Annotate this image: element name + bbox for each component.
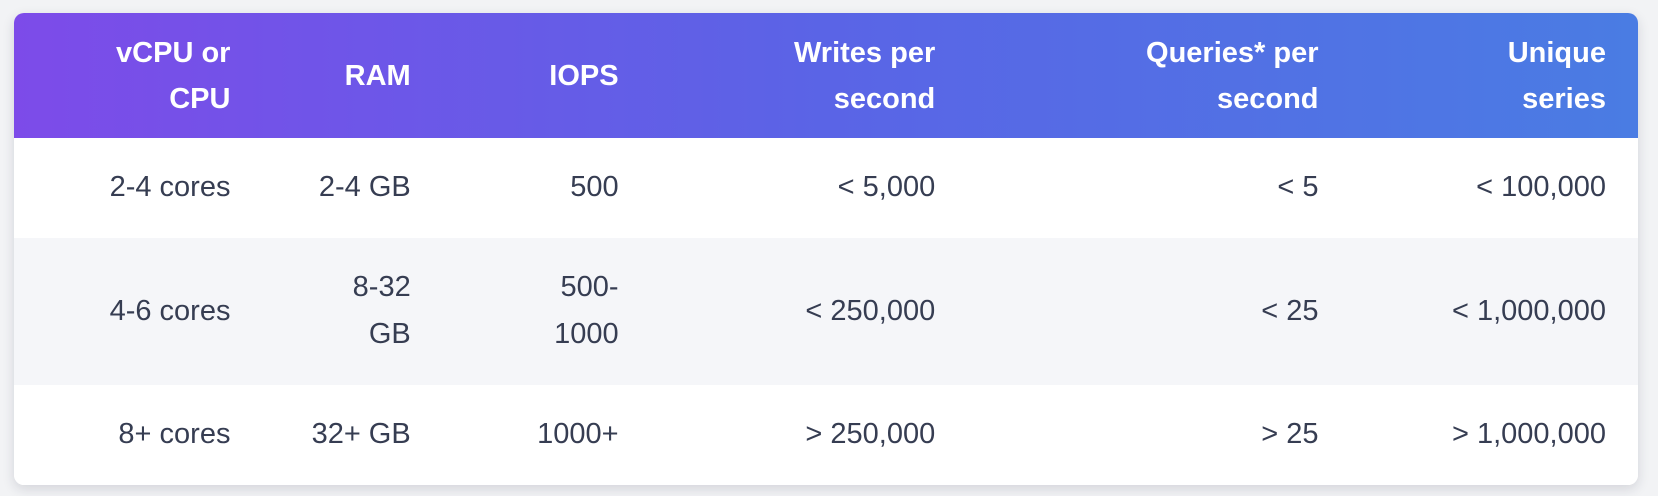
cell-queries: < 25: [1261, 294, 1319, 327]
cell-series: > 1,000,000: [1451, 418, 1606, 450]
cell-queries: < 5: [1277, 171, 1319, 203]
cell-writes: < 5,000: [837, 171, 936, 203]
table-body: 2-4 cores 2-4 GB 500 < 5,000 < 5 < 100,0…: [14, 138, 1638, 485]
cell-ram: 8-32 GB: [352, 271, 411, 350]
cell-ram: 32+ GB: [311, 418, 411, 450]
table-row-medium: 4-6 cores 8-32 GB 500- 1000 < 250,000 < …: [14, 238, 1638, 385]
header-row: vCPU or CPU RAM IOPS Writes per second Q…: [14, 13, 1638, 138]
cell-ram: 2-4 GB: [318, 171, 411, 203]
cell-iops: 500- 1000: [554, 271, 619, 350]
table-row-large: 8+ cores 32+ GB 1000+ > 250,000 > 25 > 1…: [14, 385, 1638, 485]
column-header-queries-per-second: Queries* per second: [1146, 37, 1319, 115]
cell-iops: 500: [570, 171, 619, 203]
table-row-small: 2-4 cores 2-4 GB 500 < 5,000 < 5 < 100,0…: [14, 138, 1638, 238]
column-header-ram: RAM: [344, 60, 411, 92]
cell-queries: > 25: [1261, 418, 1319, 450]
cell-writes: > 250,000: [805, 418, 936, 450]
cell-vcpu: 4-6 cores: [109, 294, 231, 327]
table-header: vCPU or CPU RAM IOPS Writes per second Q…: [14, 13, 1638, 138]
column-header-vcpu-or-cpu: vCPU or CPU: [116, 37, 231, 115]
cell-series: < 100,000: [1476, 171, 1606, 203]
cell-writes: < 250,000: [805, 294, 936, 327]
column-header-unique-series: Unique series: [1507, 37, 1606, 115]
column-header-writes-per-second: Writes per second: [793, 37, 936, 115]
cell-vcpu: 8+ cores: [118, 418, 231, 450]
cell-iops: 1000+: [537, 418, 619, 450]
sizing-table-card: vCPU or CPU RAM IOPS Writes per second Q…: [14, 13, 1638, 485]
cell-series: < 1,000,000: [1451, 294, 1606, 327]
cell-vcpu: 2-4 cores: [109, 171, 231, 203]
hardware-sizing-table: vCPU or CPU RAM IOPS Writes per second Q…: [14, 13, 1638, 485]
column-header-iops: IOPS: [549, 60, 619, 92]
